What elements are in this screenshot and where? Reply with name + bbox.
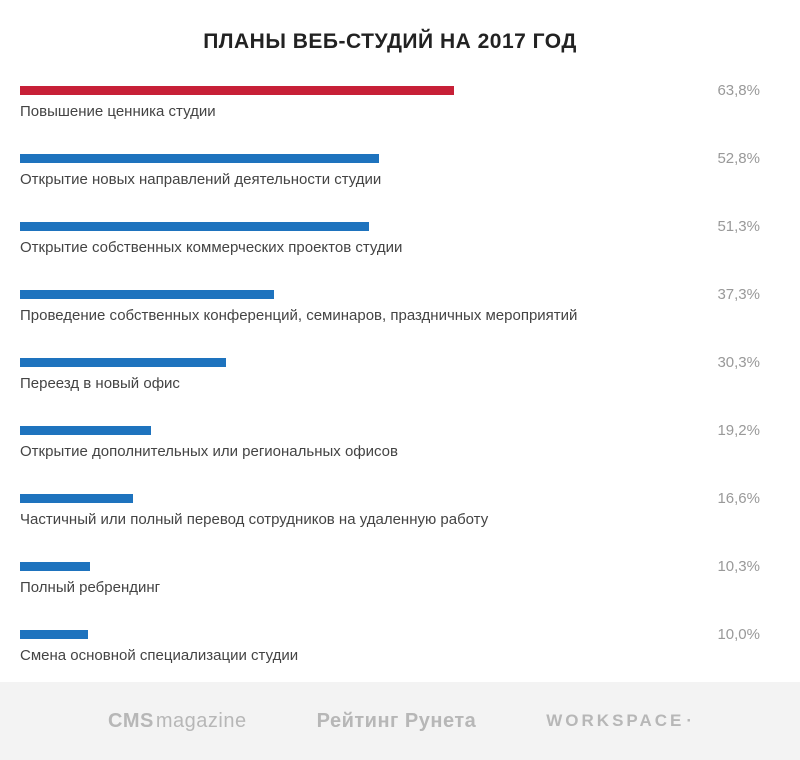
bar-label: Проведение собственных конференций, семи… <box>20 307 760 324</box>
bar-value: 10,3% <box>700 558 760 575</box>
bar-value: 51,3% <box>700 218 760 235</box>
brand-cms-thin: magazine <box>156 710 247 733</box>
chart-row: 37,3% Проведение собственных конференций,… <box>20 286 760 324</box>
bar <box>20 494 133 503</box>
bar <box>20 154 379 163</box>
brand-rating-text: Рейтинг Рунета <box>317 710 477 733</box>
bar <box>20 562 90 571</box>
bar-label: Смена основной специализации студии <box>20 647 760 664</box>
brand-workspace: WORKSPACE· <box>546 711 692 731</box>
chart-title: ПЛАНЫ ВЕБ-СТУДИЙ НА 2017 ГОД <box>20 30 760 54</box>
chart-row: 51,3% Открытие собственных коммерческих п… <box>20 218 760 256</box>
chart-rows: 63,8% Повышение ценника студии 52,8% Открыт… <box>20 82 760 732</box>
brand-cms: CMSmagazine <box>108 710 247 733</box>
bar-label: Переезд в новый офис <box>20 375 760 392</box>
bar-label: Частичный или полный перевод сотрудников… <box>20 511 760 528</box>
chart-row: 10,3% Полный ребрендинг <box>20 558 760 596</box>
bar-value: 37,3% <box>700 286 760 303</box>
bar-value: 16,6% <box>700 490 760 507</box>
bar-label: Полный ребрендинг <box>20 579 760 596</box>
bar-line: 19,2% <box>20 422 760 439</box>
bar <box>20 358 226 367</box>
bar-line: 63,8% <box>20 82 760 99</box>
bar <box>20 630 88 639</box>
brand-rating: Рейтинг Рунета <box>317 710 477 733</box>
bar <box>20 426 151 435</box>
bar-label: Повышение ценника студии <box>20 103 760 120</box>
bar-track <box>20 494 700 503</box>
bar-track <box>20 562 700 571</box>
brand-cms-bold: CMS <box>108 710 154 733</box>
bar <box>20 222 369 231</box>
bar-line: 30,3% <box>20 354 760 371</box>
bar-label: Открытие новых направлений деятельности … <box>20 171 760 188</box>
bar-value: 30,3% <box>700 354 760 371</box>
bar-line: 37,3% <box>20 286 760 303</box>
footer: CMSmagazine Рейтинг Рунета WORKSPACE· <box>0 682 800 760</box>
bar-label: Открытие дополнительных или региональных… <box>20 443 760 460</box>
bar-track <box>20 358 700 367</box>
bar-track <box>20 630 700 639</box>
bar-value: 52,8% <box>700 150 760 167</box>
chart-row: 63,8% Повышение ценника студии <box>20 82 760 120</box>
bar-value: 63,8% <box>700 82 760 99</box>
chart-row: 52,8% Открытие новых направлений деятельн… <box>20 150 760 188</box>
bar-line: 52,8% <box>20 150 760 167</box>
bar-value: 19,2% <box>700 422 760 439</box>
bar <box>20 290 274 299</box>
chart-row: 30,3% Переезд в новый офис <box>20 354 760 392</box>
bar-line: 16,6% <box>20 490 760 507</box>
bar-value: 10,0% <box>700 626 760 643</box>
bar <box>20 86 454 95</box>
chart-row: 10,0% Смена основной специализации студии <box>20 626 760 664</box>
bar-line: 51,3% <box>20 218 760 235</box>
chart-row: 19,2% Открытие дополнительных или региона… <box>20 422 760 460</box>
bar-label: Открытие собственных коммерческих проект… <box>20 239 760 256</box>
bar-track <box>20 154 700 163</box>
bar-line: 10,0% <box>20 626 760 643</box>
chart-row: 16,6% Частичный или полный перевод сотруд… <box>20 490 760 528</box>
brand-workspace-dot: · <box>686 711 692 731</box>
bar-chart: ПЛАНЫ ВЕБ-СТУДИЙ НА 2017 ГОД 63,8% Повыше… <box>0 0 800 732</box>
bar-track <box>20 222 700 231</box>
bar-track <box>20 426 700 435</box>
bar-track <box>20 290 700 299</box>
bar-track <box>20 86 700 95</box>
bar-line: 10,3% <box>20 558 760 575</box>
brand-workspace-text: WORKSPACE <box>546 711 684 731</box>
